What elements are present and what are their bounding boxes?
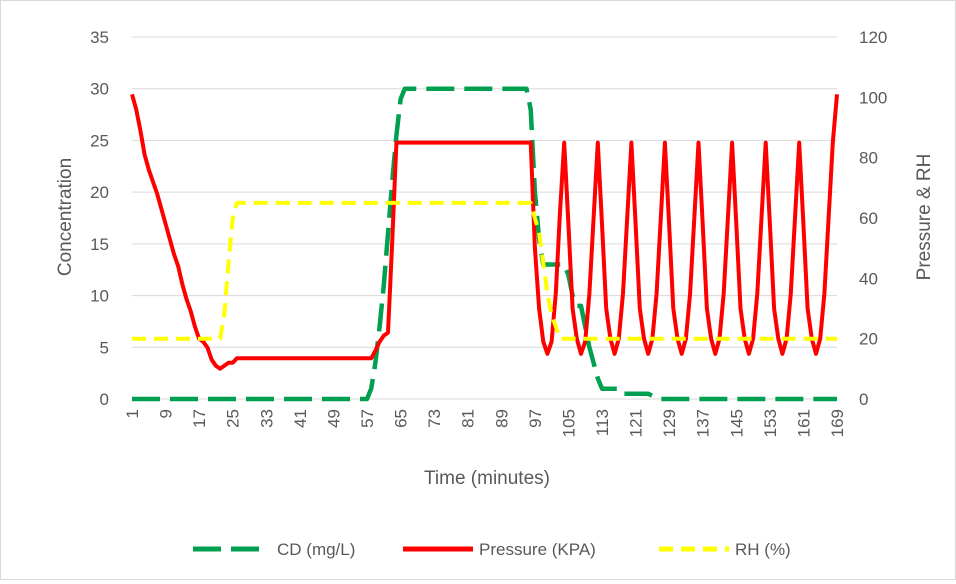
y-left-tick-label: 15 (90, 235, 109, 254)
y-left-tick-label: 30 (90, 80, 109, 99)
x-tick-label: 1 (123, 409, 142, 418)
y-right-tick-label: 100 (859, 88, 887, 107)
legend-label-cd: CD (mg/L) (277, 540, 355, 559)
y-left-tick-label: 25 (90, 131, 109, 150)
legend-item-rh: RH (%) (659, 540, 791, 559)
x-tick-label: 145 (727, 409, 746, 437)
x-tick-label: 57 (358, 409, 377, 428)
y-right-tick-label: 40 (859, 269, 878, 288)
y-right-tick-label: 120 (859, 28, 887, 47)
x-tick-label: 129 (660, 409, 679, 437)
x-tick-label: 137 (694, 409, 713, 437)
legend: CD (mg/L) Pressure (KPA) RH (%) (193, 540, 791, 559)
x-tick-label: 25 (224, 409, 243, 428)
x-tick-label: 169 (828, 409, 847, 437)
x-tick-label: 97 (526, 409, 545, 428)
legend-label-rh: RH (%) (735, 540, 791, 559)
right-axis-ticks: 0 20 40 60 80 100 120 (859, 28, 887, 409)
x-tick-label: 73 (425, 409, 444, 428)
x-tick-label: 113 (593, 409, 612, 436)
x-tick-label: 49 (324, 409, 343, 428)
y-left-tick-label: 0 (100, 390, 109, 409)
y-axis-left-title: Concentration (55, 158, 76, 276)
legend-item-pressure: Pressure (KPA) (403, 540, 596, 559)
y-axis-right-title: Pressure & RH (914, 154, 935, 281)
y-left-tick-label: 5 (100, 338, 109, 357)
y-left-tick-label: 35 (90, 28, 109, 47)
series-lines (130, 86, 839, 402)
y-right-tick-label: 80 (859, 149, 878, 168)
x-tick-label: 9 (157, 409, 176, 418)
left-axis-ticks: 0 5 10 15 20 25 30 35 (90, 28, 109, 409)
x-tick-label: 65 (392, 409, 411, 428)
x-tick-label: 81 (459, 409, 478, 428)
x-tick-label: 89 (492, 409, 511, 428)
x-tick-label: 41 (291, 409, 310, 428)
series-line-pressure (130, 93, 839, 371)
y-left-tick-label: 10 (90, 287, 109, 306)
x-axis-ticks: 1 9 17 25 33 41 49 57 65 73 81 89 97 105 113 121 129 137 1… (123, 409, 847, 437)
gridlines (132, 36, 837, 400)
x-tick-label: 121 (627, 409, 646, 437)
x-tick-label: 33 (257, 409, 276, 428)
series-line-rh (132, 200, 837, 341)
legend-item-cd: CD (mg/L) (193, 540, 355, 559)
x-tick-label: 161 (794, 409, 813, 437)
legend-label-pressure: Pressure (KPA) (479, 540, 596, 559)
x-tick-label: 153 (761, 409, 780, 437)
y-right-tick-label: 60 (859, 209, 878, 228)
y-left-tick-label: 20 (90, 183, 109, 202)
y-right-tick-label: 20 (859, 330, 878, 349)
x-axis-title: Time (minutes) (424, 468, 550, 489)
x-tick-label: 105 (559, 409, 578, 437)
x-tick-label: 17 (190, 409, 209, 428)
y-right-tick-label: 0 (859, 390, 868, 409)
series-line-cd (132, 86, 837, 402)
